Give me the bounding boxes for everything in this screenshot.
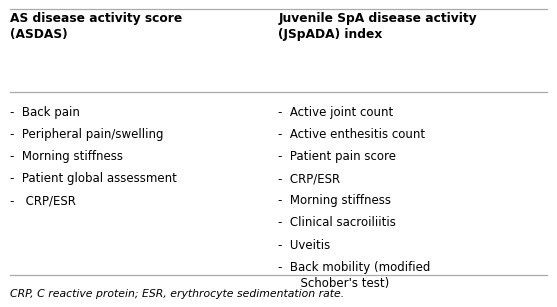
Text: -  Back mobility (modified
      Schober's test): - Back mobility (modified Schober's test…	[278, 261, 431, 290]
Text: -  Uveitis: - Uveitis	[278, 239, 331, 251]
Text: -  Active joint count: - Active joint count	[278, 106, 394, 119]
Text: CRP, C reactive protein; ESR, erythrocyte sedimentation rate.: CRP, C reactive protein; ESR, erythrocyt…	[10, 289, 344, 299]
Text: AS disease activity score
(ASDAS): AS disease activity score (ASDAS)	[10, 12, 182, 41]
Text: -  Active enthesitis count: - Active enthesitis count	[278, 128, 426, 141]
Text: -  Morning stiffness: - Morning stiffness	[278, 194, 392, 207]
Text: -  Patient global assessment: - Patient global assessment	[10, 172, 177, 185]
Text: -  Peripheral pain/swelling: - Peripheral pain/swelling	[10, 128, 164, 141]
Text: Juvenile SpA disease activity
(JSpADA) index: Juvenile SpA disease activity (JSpADA) i…	[278, 12, 477, 41]
Text: -  Clinical sacroiliitis: - Clinical sacroiliitis	[278, 216, 397, 229]
Text: -  Morning stiffness: - Morning stiffness	[10, 150, 123, 163]
Text: -   CRP/ESR: - CRP/ESR	[10, 194, 76, 207]
Text: -  Back pain: - Back pain	[10, 106, 80, 119]
Text: -  CRP/ESR: - CRP/ESR	[278, 172, 341, 185]
Text: -  Patient pain score: - Patient pain score	[278, 150, 397, 163]
